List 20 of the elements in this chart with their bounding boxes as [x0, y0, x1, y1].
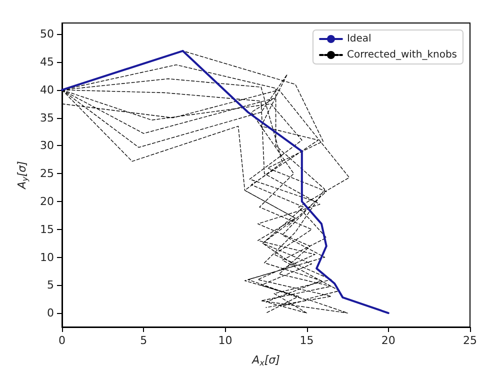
y-tick-label: 50	[40, 28, 54, 41]
y-tick-label: 40	[40, 83, 54, 96]
x-tick-label: 0	[58, 334, 66, 347]
legend-label: Ideal	[346, 34, 372, 44]
y-tick-label: 20	[40, 194, 54, 208]
y-tick-label: 10	[40, 250, 54, 264]
y-tick-label: 5	[47, 278, 54, 292]
x-tick-label: 5	[140, 334, 148, 347]
y-tick-label: 25	[40, 167, 54, 180]
y-tick-label: 45	[40, 56, 54, 69]
legend-label: Corrected_with_knobs	[346, 50, 458, 60]
y-axis-title: Ay[σ]	[16, 161, 30, 190]
x-tick-label: 20	[381, 334, 396, 347]
y-tick-label: 15	[40, 222, 54, 236]
y-tick-label: 0	[47, 306, 54, 320]
y-tick-label: 30	[40, 139, 54, 152]
x-tick-label: 15	[300, 334, 314, 347]
x-tick-label: 25	[463, 334, 477, 347]
y-tick-label: 35	[40, 111, 54, 124]
x-tick-label: 10	[218, 334, 232, 347]
